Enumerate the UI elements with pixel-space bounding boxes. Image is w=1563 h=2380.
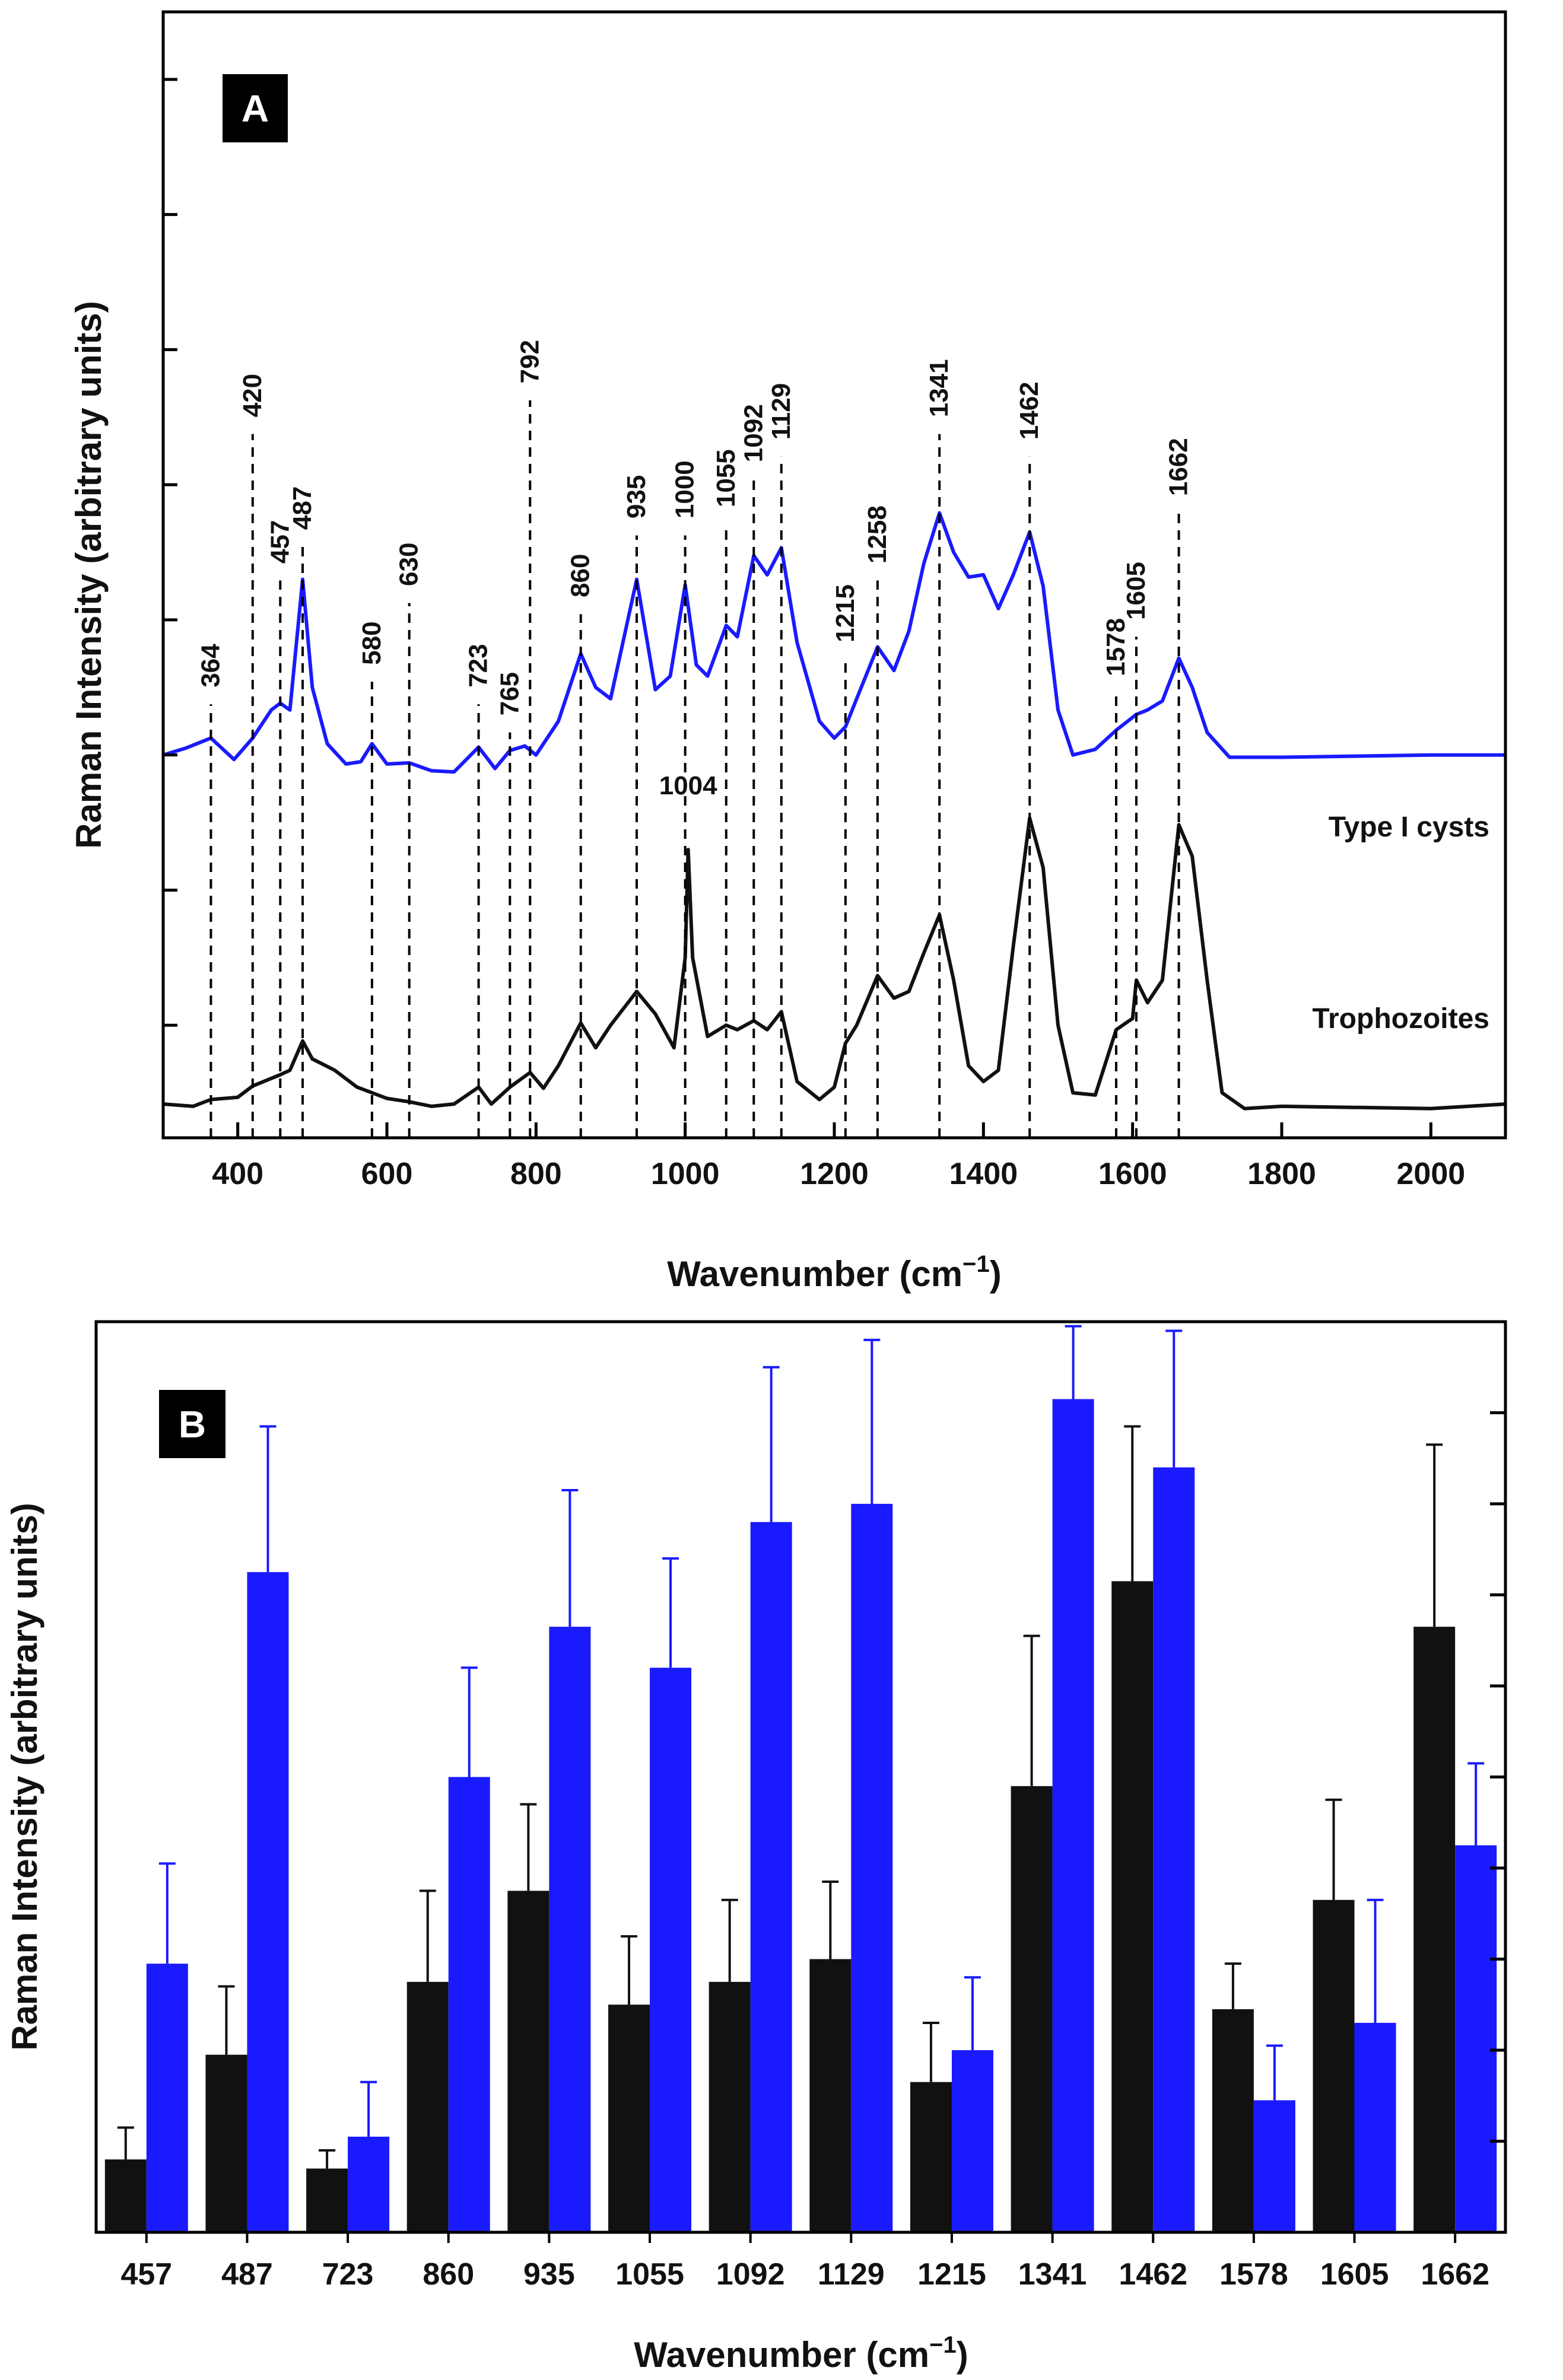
bar-type-i-cysts bbox=[348, 2136, 390, 2232]
spectrum-line-trophozoites bbox=[163, 816, 1506, 1111]
bar-trophozoites bbox=[306, 2168, 348, 2232]
panel-a-y-axis-title: Raman Intensity (arbitrary units) bbox=[69, 301, 109, 849]
peak-label: 1578 bbox=[1101, 618, 1130, 676]
peak-label: 1605 bbox=[1122, 562, 1151, 620]
bar-trophozoites bbox=[1313, 1899, 1355, 2232]
x-tick-label: 1600 bbox=[1098, 1157, 1167, 1191]
x-category-label: 1055 bbox=[615, 2257, 684, 2292]
panel-a-label-box bbox=[223, 74, 288, 142]
peak-label: 1092 bbox=[739, 404, 768, 462]
spectrum-line-type-i-cysts bbox=[163, 511, 1505, 774]
bar-type-i-cysts bbox=[1153, 1467, 1195, 2232]
peak-label: 420 bbox=[238, 374, 267, 417]
x-category-label: 1462 bbox=[1119, 2257, 1187, 2292]
x-tick-label: 1800 bbox=[1247, 1157, 1316, 1191]
peak-label: 1215 bbox=[831, 584, 860, 642]
peak-label: 630 bbox=[395, 543, 424, 586]
bar-trophozoites bbox=[809, 1959, 852, 2232]
bar-trophozoites bbox=[406, 1981, 449, 2232]
bar-trophozoites bbox=[709, 1981, 751, 2232]
x-category-label: 1215 bbox=[917, 2257, 986, 2292]
peak-label: 580 bbox=[357, 621, 386, 664]
panel-b-plot-frame bbox=[94, 1320, 1507, 2234]
bar-trophozoites bbox=[608, 2004, 650, 2232]
peak-label: 1055 bbox=[711, 449, 741, 507]
bar-type-i-cysts bbox=[146, 1964, 188, 2232]
bar-type-i-cysts bbox=[750, 1522, 792, 2232]
bar-trophozoites bbox=[104, 2159, 147, 2232]
peak-label: 364 bbox=[196, 644, 225, 688]
panel-b-x-axis-title: Wavenumber (cm−1) bbox=[634, 2332, 968, 2375]
x-category-label: 457 bbox=[120, 2257, 172, 2292]
x-category-label: 1129 bbox=[818, 2257, 885, 2292]
peak-label-1004: 1004 bbox=[659, 771, 717, 800]
peak-label: 1341 bbox=[925, 359, 954, 417]
peak-label: 935 bbox=[622, 475, 651, 518]
panel-a-x-axis-title: Wavenumber (cm−1) bbox=[667, 1251, 1002, 1294]
panel-a-label: A bbox=[242, 87, 269, 130]
x-tick-label: 2000 bbox=[1396, 1157, 1465, 1191]
panel-b-y-axis-title: Raman Intensity (arbitrary units) bbox=[5, 1503, 45, 2051]
bar-type-i-cysts bbox=[1052, 1399, 1094, 2232]
series-label-type-i-cysts: Type I cysts bbox=[1329, 812, 1489, 843]
x-category-label: 723 bbox=[322, 2257, 374, 2292]
peak-label: 1462 bbox=[1015, 381, 1044, 440]
panel-b-label-box bbox=[159, 1390, 225, 1458]
bar-type-i-cysts bbox=[549, 1627, 591, 2232]
x-tick-label: 1000 bbox=[651, 1157, 720, 1191]
bar-type-i-cysts bbox=[1253, 2100, 1295, 2232]
bar-trophozoites bbox=[507, 1891, 549, 2232]
x-category-label: 1605 bbox=[1320, 2257, 1389, 2292]
peak-label: 1258 bbox=[863, 505, 892, 564]
panel-a-plot-frame bbox=[161, 10, 1507, 1140]
x-tick-label: 400 bbox=[212, 1157, 263, 1191]
bar-type-i-cysts bbox=[448, 1777, 490, 2232]
bar-type-i-cysts bbox=[1354, 2022, 1396, 2232]
x-tick-label: 600 bbox=[361, 1157, 413, 1191]
bar-trophozoites bbox=[1111, 1581, 1154, 2232]
peak-label: 487 bbox=[288, 486, 317, 530]
series-label-trophozoites: Trophozoites bbox=[1312, 1003, 1489, 1035]
bar-type-i-cysts bbox=[650, 1668, 692, 2232]
panel-b-label: B bbox=[179, 1403, 206, 1446]
peak-label: 860 bbox=[566, 554, 595, 597]
x-tick-label: 800 bbox=[510, 1157, 562, 1191]
peak-label: 1129 bbox=[767, 383, 796, 440]
peak-label: 792 bbox=[515, 340, 544, 383]
peak-label: 1662 bbox=[1164, 438, 1193, 496]
x-category-label: 1341 bbox=[1018, 2257, 1087, 2292]
x-category-label: 1578 bbox=[1219, 2257, 1288, 2292]
bar-type-i-cysts bbox=[851, 1504, 893, 2232]
peak-label: 723 bbox=[464, 644, 493, 687]
x-category-label: 1092 bbox=[716, 2257, 785, 2292]
bar-trophozoites bbox=[1413, 1627, 1456, 2232]
peak-label: 457 bbox=[265, 520, 294, 564]
bar-trophozoites bbox=[1212, 2009, 1254, 2232]
x-category-label: 487 bbox=[221, 2257, 273, 2292]
bar-trophozoites bbox=[205, 2054, 247, 2232]
x-tick-label: 1400 bbox=[949, 1157, 1018, 1191]
bar-trophozoites bbox=[1011, 1786, 1053, 2232]
bar-trophozoites bbox=[910, 2082, 952, 2232]
x-category-label: 1662 bbox=[1421, 2257, 1489, 2292]
x-category-label: 860 bbox=[422, 2257, 474, 2292]
x-category-label: 935 bbox=[523, 2257, 575, 2292]
peak-label: 765 bbox=[495, 672, 524, 715]
bar-type-i-cysts bbox=[1455, 1845, 1497, 2232]
x-tick-label: 1200 bbox=[800, 1157, 869, 1191]
bar-type-i-cysts bbox=[951, 2050, 993, 2232]
bar-type-i-cysts bbox=[247, 1572, 289, 2232]
panel-b-bar-chart: 457 487 723 860 935 1055 1092 1129 1215 1341 1462 1… bbox=[5, 1320, 1507, 2375]
peak-label: 1000 bbox=[671, 460, 700, 518]
